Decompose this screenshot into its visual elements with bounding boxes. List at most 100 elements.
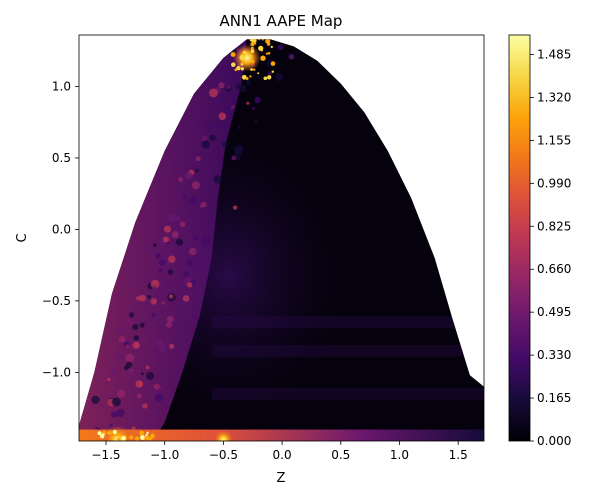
colorbar-tick-label: 0.000 xyxy=(537,434,571,448)
apex-speck xyxy=(271,70,274,73)
apex-speck xyxy=(261,39,264,41)
texture-speck xyxy=(191,181,200,190)
bottom-speck xyxy=(150,434,153,437)
texture-speck xyxy=(226,85,231,90)
texture-speck xyxy=(183,194,187,199)
texture-speck xyxy=(147,295,152,299)
texture-speck xyxy=(182,295,190,302)
texture-speck xyxy=(150,279,160,289)
chart-title: ANN1 AAPE Map xyxy=(220,12,343,30)
bottom-speck xyxy=(108,430,113,435)
texture-speck xyxy=(117,390,125,398)
apex-speck xyxy=(267,75,272,80)
texture-speck xyxy=(236,156,241,161)
texture-speck xyxy=(246,101,250,105)
heatmap-fill xyxy=(79,39,484,441)
apex-speck xyxy=(263,76,268,81)
texture-speck xyxy=(125,344,130,349)
texture-speck xyxy=(129,312,135,318)
texture-speck xyxy=(184,171,193,180)
texture-speck xyxy=(153,243,157,247)
texture-speck xyxy=(201,140,210,149)
texture-speck xyxy=(275,73,284,82)
texture-speck xyxy=(150,298,157,305)
texture-speck xyxy=(139,322,145,328)
apex-speck xyxy=(251,59,255,64)
texture-speck xyxy=(109,423,113,427)
texture-speck xyxy=(152,285,157,291)
texture-speck xyxy=(209,134,216,141)
texture-speck xyxy=(153,383,160,390)
texture-speck xyxy=(116,408,125,418)
bottom-speck xyxy=(129,435,134,440)
texture-speck xyxy=(179,221,186,228)
texture-speck xyxy=(116,353,122,360)
bottom-speck xyxy=(134,436,140,441)
texture-speck xyxy=(133,335,140,341)
apex-speck xyxy=(250,46,254,50)
texture-speck xyxy=(168,255,176,263)
apex-speck xyxy=(253,41,257,45)
bottom-speck xyxy=(110,436,113,439)
texture-speck xyxy=(139,294,146,302)
texture-speck xyxy=(107,377,111,382)
texture-speck xyxy=(195,169,199,173)
texture-speck xyxy=(188,196,198,205)
interior-band xyxy=(211,344,484,357)
texture-speck xyxy=(213,175,222,184)
texture-speck xyxy=(168,214,177,222)
plot-area xyxy=(79,35,484,441)
texture-speck xyxy=(193,234,199,241)
texture-speck xyxy=(117,325,127,335)
texture-speck xyxy=(201,201,207,208)
texture-speck xyxy=(168,294,174,299)
plot-frame xyxy=(78,34,485,442)
texture-speck xyxy=(136,393,143,399)
texture-speck xyxy=(140,372,144,376)
texture-speck xyxy=(167,269,174,275)
y-tick-label: 0.5 xyxy=(52,151,71,165)
colorbar-tick-label: 0.660 xyxy=(537,262,571,276)
colorbar-ticks: 0.000 0.165 0.330 0.495 0.660 0.825 0.990 1.155… xyxy=(530,48,571,448)
apex-speck xyxy=(260,55,266,61)
texture-speck xyxy=(159,385,164,390)
x-tick-label: −0.5 xyxy=(209,448,238,462)
colorbar xyxy=(508,34,531,442)
apex-speck xyxy=(245,77,249,80)
texture-speck xyxy=(232,205,238,210)
bottom-speck xyxy=(100,434,105,439)
texture-speck xyxy=(133,341,140,349)
texture-speck xyxy=(230,104,236,110)
texture-speck xyxy=(178,177,184,182)
texture-speck xyxy=(165,321,172,328)
texture-speck xyxy=(145,336,149,340)
texture-speck xyxy=(289,54,294,60)
texture-speck xyxy=(164,225,171,233)
texture-speck xyxy=(252,106,256,110)
texture-speck xyxy=(277,44,284,51)
bottom-speck xyxy=(112,429,117,435)
colorbar-tick-label: 0.165 xyxy=(537,391,571,405)
texture-speck xyxy=(209,88,218,98)
texture-speck xyxy=(171,231,179,238)
texture-speck xyxy=(236,83,242,90)
x-axis-label: Z xyxy=(277,471,286,486)
error-hotspot xyxy=(213,429,234,441)
x-tick-label: 0.5 xyxy=(331,448,350,462)
apex-speck xyxy=(253,68,256,71)
colorbar-tick-label: 0.330 xyxy=(537,348,571,362)
bottom-speck xyxy=(149,437,153,441)
texture-speck xyxy=(222,141,228,148)
apex-speck xyxy=(240,62,244,66)
texture-speck xyxy=(176,216,181,221)
texture-speck xyxy=(186,260,194,268)
texture-speck xyxy=(218,82,225,89)
apex-speck xyxy=(236,66,241,71)
apex-speck xyxy=(258,39,261,41)
apex-speck xyxy=(241,74,247,80)
texture-speck xyxy=(135,380,144,388)
texture-speck xyxy=(155,252,161,259)
texture-speck xyxy=(128,370,135,377)
colorbar-tick-label: 1.320 xyxy=(537,90,571,104)
